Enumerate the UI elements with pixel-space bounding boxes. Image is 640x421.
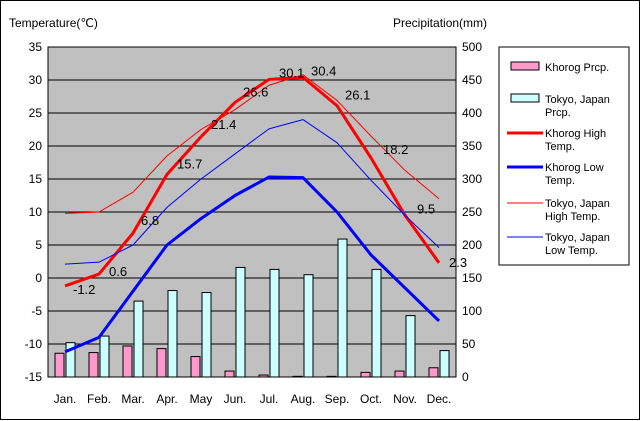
legend-label: High Temp. xyxy=(545,211,600,223)
bar xyxy=(235,266,246,378)
legend-label: Tokyo, Japan xyxy=(545,94,610,106)
x-tick-label: Feb. xyxy=(87,392,111,406)
y-axis-right-title: Precipitation(mm) xyxy=(393,16,487,30)
y-right-tick-label: 100 xyxy=(462,304,482,318)
data-label: 0.6 xyxy=(109,264,127,279)
bar xyxy=(156,348,167,378)
y-axis-left-title: Temperature(℃) xyxy=(9,16,98,30)
y-left-tick-label: -5 xyxy=(31,304,42,318)
bar xyxy=(133,300,144,378)
bar xyxy=(224,370,235,378)
y-left-tick-label: 10 xyxy=(29,205,43,219)
y-right-tick-label: 150 xyxy=(462,271,482,285)
bar xyxy=(54,352,65,378)
bar xyxy=(394,370,405,378)
legend-label: Tokyo, Japan xyxy=(545,198,610,210)
y-left-tick-label: 35 xyxy=(29,40,43,54)
series-line xyxy=(64,74,440,214)
y-left-tick-label: 0 xyxy=(35,271,42,285)
legend-label: Low Temp. xyxy=(545,245,598,257)
bar xyxy=(269,268,280,378)
x-tick-label: Mar. xyxy=(121,392,144,406)
series-line xyxy=(64,175,441,354)
legend-label: Khorog High xyxy=(545,128,606,140)
plot-area: 35302520151050-5-10-15500450400350300250… xyxy=(25,40,483,406)
y-right-tick-label: 500 xyxy=(462,40,482,54)
bar xyxy=(405,315,416,378)
bar xyxy=(99,335,110,378)
y-right-tick-label: 300 xyxy=(462,172,482,186)
bar xyxy=(303,274,314,378)
bar xyxy=(337,238,348,378)
data-label: 30.4 xyxy=(311,63,336,78)
data-label: 26.6 xyxy=(243,84,268,99)
y-right-tick-label: 350 xyxy=(462,139,482,153)
data-label: 21.4 xyxy=(211,117,236,132)
y-left-tick-label: 30 xyxy=(29,73,43,87)
legend-label: Prcp. xyxy=(545,107,571,119)
series-line xyxy=(64,119,440,265)
x-tick-label: Oct. xyxy=(360,392,382,406)
series-line xyxy=(64,75,441,288)
data-label: 30.1 xyxy=(279,65,304,80)
bar xyxy=(360,371,371,378)
legend-label: Khorog Prcp. xyxy=(545,62,609,74)
data-label: -1.2 xyxy=(73,282,95,297)
y-left-tick-label: 25 xyxy=(29,106,43,120)
legend-label: Temp. xyxy=(545,141,575,153)
bar xyxy=(439,350,450,378)
bar xyxy=(190,356,201,378)
x-tick-label: Jul. xyxy=(260,392,279,406)
data-label: 2.3 xyxy=(449,255,467,270)
y-right-tick-label: 0 xyxy=(462,370,469,384)
y-left-tick-label: 5 xyxy=(35,238,42,252)
bar xyxy=(88,352,99,378)
x-tick-label: Aug. xyxy=(291,392,316,406)
bar xyxy=(201,292,212,378)
bar xyxy=(167,290,178,378)
legend-swatch xyxy=(510,93,540,103)
x-tick-label: Jan. xyxy=(54,392,77,406)
x-tick-label: May xyxy=(190,392,213,406)
data-label: 26.1 xyxy=(345,88,370,103)
y-left-tick-label: 15 xyxy=(29,172,43,186)
data-label: 6.8 xyxy=(141,213,159,228)
plot-border xyxy=(47,46,457,378)
y-left-tick-label: -10 xyxy=(25,337,43,351)
legend-label: Khorog Low xyxy=(545,162,604,174)
y-right-tick-label: 400 xyxy=(462,106,482,120)
legend-label: Temp. xyxy=(545,175,575,187)
bar xyxy=(371,268,382,378)
x-tick-label: Sep. xyxy=(325,392,350,406)
y-right-tick-label: 50 xyxy=(462,337,476,351)
data-label: 15.7 xyxy=(177,156,202,171)
x-tick-label: Apr. xyxy=(156,392,177,406)
bar xyxy=(428,367,439,378)
data-label: 18.2 xyxy=(383,142,408,157)
y-left-tick-label: -15 xyxy=(25,370,43,384)
y-right-tick-label: 200 xyxy=(462,238,482,252)
x-tick-label: Jun. xyxy=(224,392,247,406)
y-right-tick-label: 450 xyxy=(462,73,482,87)
y-left-tick-label: 20 xyxy=(29,139,43,153)
x-tick-label: Dec. xyxy=(427,392,452,406)
x-tick-label: Nov. xyxy=(393,392,417,406)
legend-swatch xyxy=(510,61,540,71)
bar xyxy=(122,345,133,378)
y-right-tick-label: 250 xyxy=(462,205,482,219)
legend-label: Tokyo, Japan xyxy=(545,232,610,244)
legend-box xyxy=(498,46,630,266)
data-label: 9.5 xyxy=(417,201,435,216)
